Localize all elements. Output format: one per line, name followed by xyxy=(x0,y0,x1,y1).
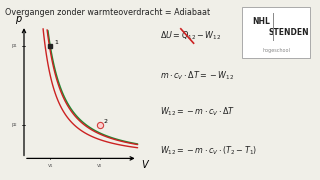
Text: NHL: NHL xyxy=(252,17,270,26)
Text: $\Delta U = Q_{12} - W_{12}$: $\Delta U = Q_{12} - W_{12}$ xyxy=(160,30,221,42)
Text: v₂: v₂ xyxy=(97,163,102,168)
Text: $W_{12} = -m \cdot c_V \cdot (T_2 - T_1)$: $W_{12} = -m \cdot c_V \cdot (T_2 - T_1)… xyxy=(160,145,257,158)
FancyBboxPatch shape xyxy=(242,7,310,58)
Text: 1: 1 xyxy=(54,40,58,45)
Text: p₁: p₁ xyxy=(11,43,17,48)
Text: v₁: v₁ xyxy=(47,163,53,168)
Text: STENDEN: STENDEN xyxy=(268,28,309,37)
Text: hogeschool: hogeschool xyxy=(262,48,290,53)
Text: p₂: p₂ xyxy=(11,122,17,127)
Text: $W_{12} = -m \cdot c_V \cdot \Delta T$: $W_{12} = -m \cdot c_V \cdot \Delta T$ xyxy=(160,105,236,118)
Text: p: p xyxy=(15,14,21,24)
Text: $m \cdot c_V \cdot \Delta T = -W_{12}$: $m \cdot c_V \cdot \Delta T = -W_{12}$ xyxy=(160,69,234,82)
Text: 2: 2 xyxy=(104,119,108,124)
Text: V: V xyxy=(141,160,148,170)
Text: Overgangen zonder warmteoverdracht = Adiabaat: Overgangen zonder warmteoverdracht = Adi… xyxy=(5,8,210,17)
